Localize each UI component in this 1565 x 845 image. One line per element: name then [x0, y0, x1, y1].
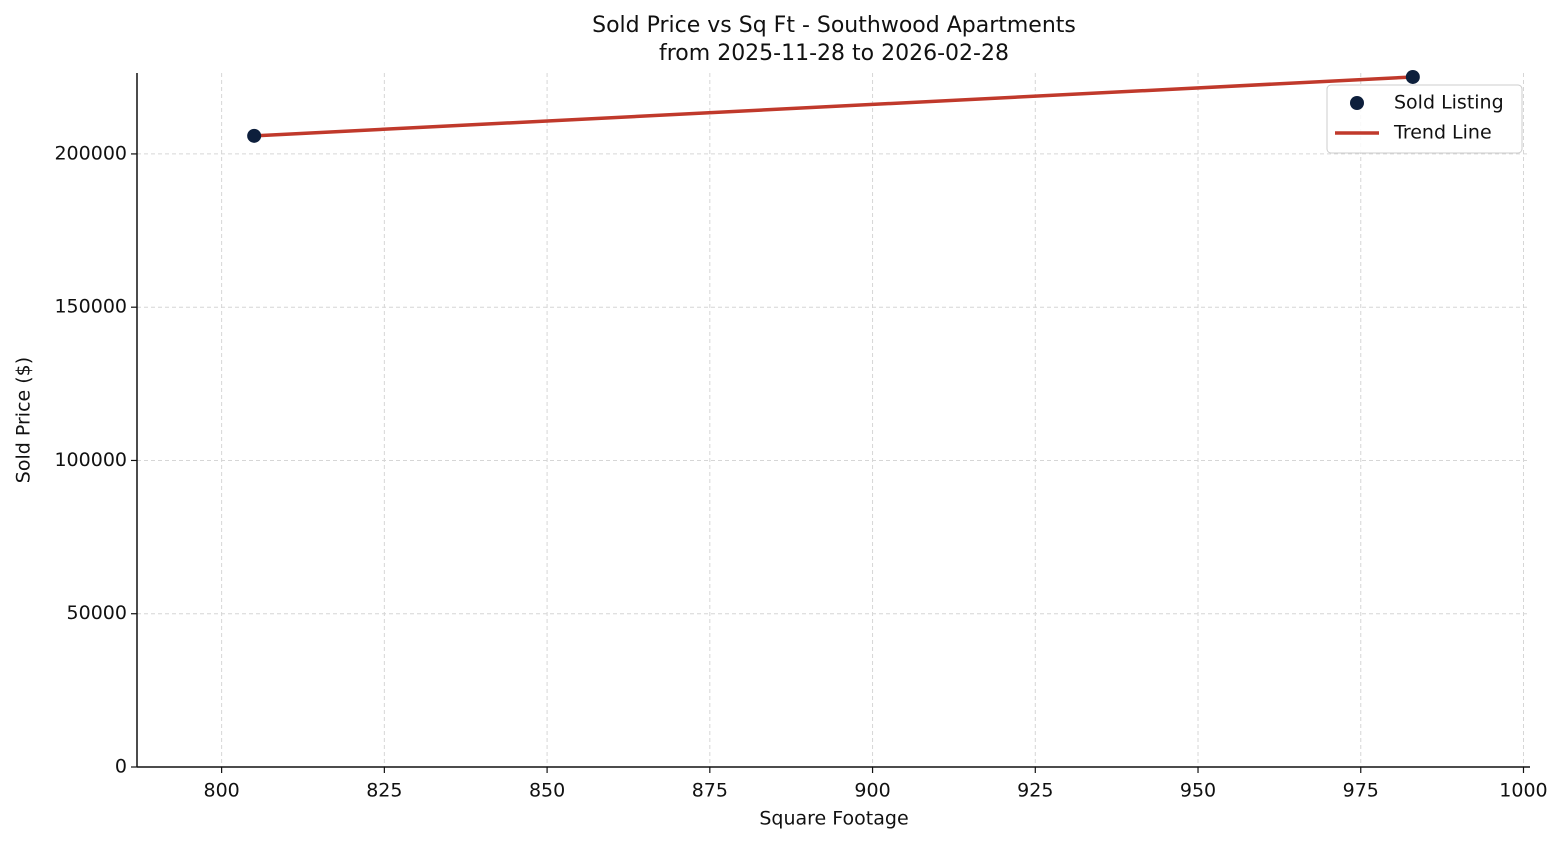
x-tick-label: 950: [1180, 780, 1216, 802]
x-tick-label: 975: [1343, 780, 1379, 802]
y-tick-label: 100000: [54, 449, 127, 471]
trend-line: [254, 75, 1413, 138]
x-axis-label: Square Footage: [759, 808, 908, 830]
legend-box: [1326, 84, 1523, 154]
y-tick-label: 0: [115, 756, 127, 778]
x-tick-label: 825: [366, 780, 402, 802]
legend-label: Sold Listing: [1394, 92, 1504, 114]
x-tick-label: 875: [692, 780, 728, 802]
y-axis-label: Sold Price ($): [13, 357, 35, 483]
y-tick-label: 200000: [54, 142, 127, 164]
legend-label: Trend Line: [1393, 122, 1492, 144]
x-tick-label: 900: [854, 780, 890, 802]
chart-subtitle: from 2025-11-28 to 2026-02-28: [659, 41, 1009, 66]
point: [247, 128, 262, 143]
point: [1405, 69, 1420, 84]
legend: Sold Listing Trend Line: [1326, 84, 1523, 154]
x-tick-label: 850: [529, 780, 565, 802]
x-tick-label: 800: [203, 780, 239, 802]
x-tick-label: 1000: [1499, 780, 1547, 802]
chart-title: Sold Price vs Sq Ft - Southwood Apartmen…: [592, 13, 1076, 38]
y-tick-label: 50000: [67, 602, 127, 624]
legend-swatch: [1350, 96, 1364, 110]
x-tick-label: 925: [1017, 780, 1053, 802]
y-tick-label: 150000: [54, 296, 127, 318]
